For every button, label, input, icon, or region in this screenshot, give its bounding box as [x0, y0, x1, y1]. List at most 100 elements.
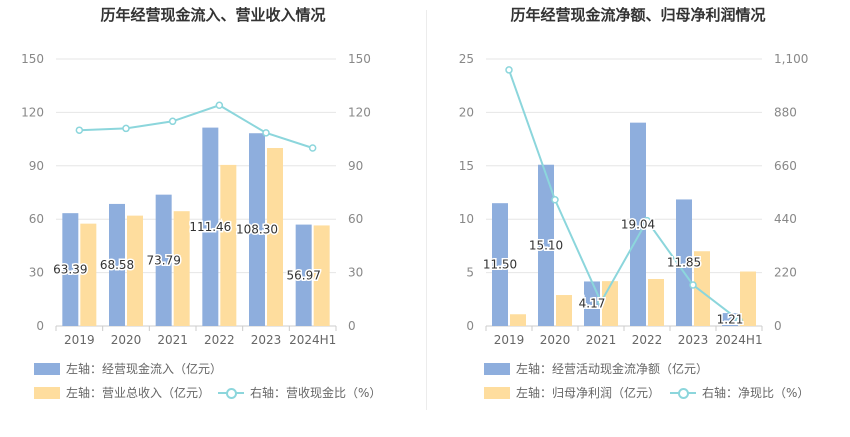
line-point: [75, 126, 84, 134]
y-right-tick-label: 60: [348, 212, 363, 226]
legend-label: 左轴：营业总收入（亿元）: [66, 386, 211, 400]
line-series: [79, 104, 313, 149]
legend-label: 右轴：净现比（%）: [702, 386, 810, 400]
legend-item-left-bar2: 左轴：营业总收入（亿元）: [34, 384, 210, 401]
y-left-tick-label: 5: [466, 266, 474, 280]
bar-series-2: [313, 225, 330, 326]
data-label: 56.97: [286, 268, 320, 282]
bar-series-2: [267, 148, 283, 326]
x-tick-label: 2022: [204, 333, 235, 347]
line-point: [551, 196, 559, 204]
bar-series-1: [630, 122, 646, 326]
line-point: [262, 129, 270, 137]
legend-swatch-bar: [484, 362, 510, 375]
y-left-tick-label: 60: [29, 212, 44, 226]
line-point: [308, 144, 317, 152]
x-tick-label: 2019: [64, 333, 95, 347]
x-tick-label: 2023: [251, 333, 282, 347]
y-right-tick-label: 150: [348, 52, 371, 66]
data-label: 4.17: [579, 297, 606, 311]
bar-series-1: [295, 224, 312, 326]
y-right-tick-label: 220: [774, 266, 797, 280]
panel-divider: [426, 10, 427, 410]
y-left-tick-label: 120: [21, 105, 44, 119]
data-label: 15.10: [529, 238, 563, 252]
line-point: [643, 216, 651, 225]
legend-swatch-bar: [484, 386, 510, 399]
y-right-tick-label: 30: [348, 266, 363, 280]
legend-item-left-line: 右轴：营收现金比（%）: [218, 384, 381, 401]
x-tick-label: 2020: [540, 333, 571, 347]
x-tick-label: 2021: [157, 333, 188, 347]
bar-series-1: [109, 203, 125, 326]
y-right-tick-label: 440: [774, 212, 797, 226]
chart-panel-left: 历年经营现金流入、营业收入情况 0 30 60 90 120 150 0 30 60 90 120 1…: [21, 6, 381, 401]
bar-series-1: [492, 203, 508, 326]
y-right-tick-label: 0: [774, 319, 782, 333]
bar-series-2: [510, 314, 526, 326]
data-label: 68.58: [100, 258, 134, 272]
bar-series-2: [173, 211, 190, 326]
legend-label: 左轴：经营现金流入（亿元）: [66, 362, 223, 376]
y-left-tick-label: 25: [459, 52, 474, 66]
bar-series-2: [740, 271, 756, 326]
chart-svg-left: 0 30 60 90 120 150 0 30 60 90 120 150 2019 2020 2021 20…: [21, 52, 371, 347]
y-right-tick-label: 90: [348, 159, 363, 173]
data-label: 1.21: [717, 313, 744, 327]
legend-item-right-bar1: 左轴：经营活动现金流净额（亿元）: [484, 360, 708, 377]
data-label: 19.04: [621, 217, 655, 231]
line-point: [735, 316, 743, 324]
y-right-tick-label: 1,100: [774, 52, 808, 66]
x-tick-label: 2020: [111, 333, 142, 347]
chart-title-right: 历年经营现金流净额、归母净利润情况: [510, 6, 766, 24]
line-point: [505, 66, 513, 74]
legend-swatch-bar: [34, 362, 60, 375]
x-tick-label: 2024H1: [715, 333, 762, 347]
legend-label: 左轴：经营活动现金流净额（亿元）: [516, 362, 709, 376]
y-left-tick-label: 10: [459, 212, 474, 226]
x-tick-label: 2022: [632, 333, 663, 347]
line-point: [168, 117, 177, 126]
x-tick-label: 2023: [678, 333, 709, 347]
line-series: [508, 69, 740, 321]
y-left-tick-label: 90: [29, 159, 44, 173]
y-right-tick-label: 0: [348, 319, 356, 333]
data-label: 111.46: [189, 220, 231, 234]
x-tick-label: 2019: [494, 333, 525, 347]
chart-panel-right: 历年经营现金流净额、归母净利润情况 0 5 10 15 20 25 0 220 440 660 88…: [426, 0, 850, 437]
bar-series-2: [648, 279, 664, 326]
y-left-tick-label: 150: [21, 52, 44, 66]
bar-series-1: [249, 133, 265, 326]
line-point: [689, 281, 697, 289]
bar-series-2: [556, 295, 572, 326]
y-right-tick-label: 660: [774, 159, 797, 173]
legend-item-left-bar1: 左轴：经营现金流入（亿元）: [34, 360, 222, 377]
y-left-tick-label: 0: [36, 319, 44, 333]
bar-series-2: [80, 223, 97, 326]
legend-swatch-line: [218, 387, 244, 399]
y-left-tick-label: 0: [466, 319, 474, 333]
chart-title-left: 历年经营现金流入、营业收入情况: [100, 6, 326, 24]
data-label: 11.50: [483, 258, 517, 272]
data-label: 63.39: [53, 263, 87, 277]
data-label: 11.85: [667, 256, 701, 270]
legend-item-right-bar2: 左轴：归母净利润（亿元）: [484, 384, 660, 401]
bar-series-1: [676, 199, 692, 326]
y-left-tick-label: 15: [459, 159, 474, 173]
bar-series-2: [220, 164, 237, 326]
bar-series-2: [127, 215, 143, 326]
x-tick-label: 2024H1: [289, 333, 336, 347]
legend-label: 左轴：归母净利润（亿元）: [516, 386, 661, 400]
line-point: [122, 124, 130, 133]
line-point: [597, 298, 605, 306]
bar-series-2: [694, 251, 710, 326]
legend-swatch-bar: [34, 386, 60, 399]
data-label: 73.79: [146, 253, 180, 267]
bar-series-1: [538, 164, 554, 326]
line-point: [215, 101, 224, 110]
y-left-tick-label: 20: [459, 105, 474, 119]
y-left-tick-label: 30: [29, 266, 44, 280]
y-right-tick-label: 120: [348, 105, 371, 119]
bar-series-1: [155, 194, 172, 326]
bar-series-1: [62, 213, 79, 326]
